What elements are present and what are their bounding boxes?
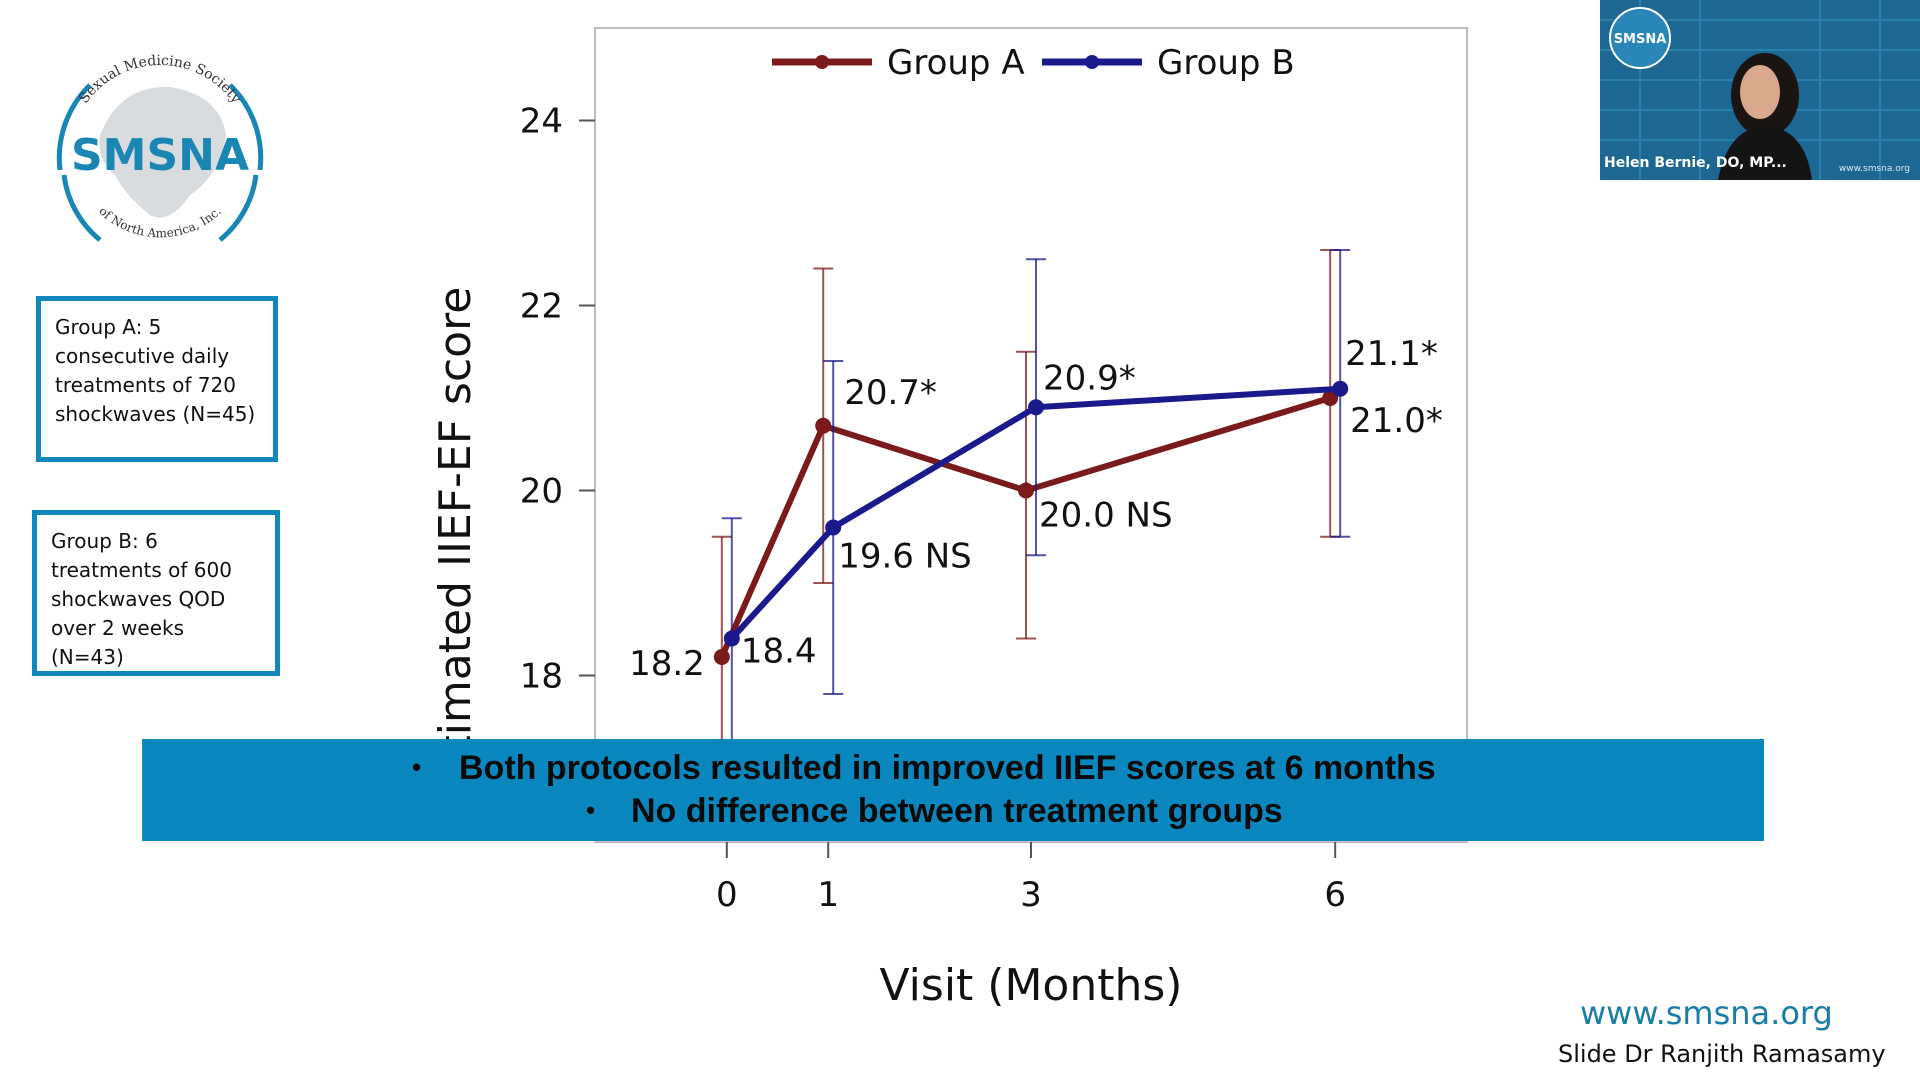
person-face (1740, 65, 1780, 119)
y-axis-label: Estimated IIEF-EF score (430, 287, 481, 804)
group-b-line: treatments of 600 (51, 558, 232, 582)
plot-frame (594, 27, 1468, 843)
x-tick-label: 6 (1324, 875, 1346, 915)
legend-marker (1085, 55, 1099, 69)
legend-label: Group A (887, 43, 1025, 83)
series-line (719, 395, 1332, 659)
data-label: 21.1* (1345, 334, 1438, 374)
participant-name: Helen Bernie, DO, MP... (1604, 155, 1787, 171)
group-b-line: Group B: 6 (51, 529, 158, 553)
data-point (815, 417, 832, 434)
data-label: 20.7* (844, 373, 937, 413)
group-a-line: consecutive daily (55, 344, 230, 368)
data-point (825, 519, 842, 536)
smsna-logo: Sexual Medicine Society of North America… (56, 53, 264, 242)
group-b-line: shockwaves QOD (51, 587, 226, 611)
data-label: 18.2 (629, 644, 705, 684)
data-label: 21.0* (1350, 401, 1443, 441)
data-point (1018, 482, 1034, 499)
summary-banner: • Both protocols resulted in improved II… (142, 739, 1764, 841)
x-tick-label: 0 (716, 875, 738, 915)
y-tick-label: 20 (520, 472, 563, 512)
bullet-dot: • (412, 752, 422, 782)
tile-badge: SMSNA (1614, 32, 1667, 47)
group-a-note: Group A: 5 consecutive daily treatments … (36, 296, 278, 462)
legend-marker (815, 55, 829, 69)
legend-label: Group B (1157, 43, 1295, 83)
video-background: SMSNA (1600, 0, 1920, 180)
footer-url[interactable]: www.smsna.org (1580, 994, 1833, 1032)
x-tick-label: 1 (817, 875, 839, 915)
banner-line-2: No difference between treatment groups (631, 792, 1283, 830)
data-point (713, 649, 730, 665)
slide-credit: Slide Dr Ranjith Ramasamy (1558, 1040, 1886, 1068)
data-label: 20.9* (1043, 358, 1136, 398)
iief-line-chart: 18 20 22 24 0 1 3 6 Visit (Months) Estimated IIEF… (430, 27, 1468, 1011)
banner-line-1: Both protocols resulted in improved IIEF… (459, 749, 1436, 787)
data-point (1028, 399, 1044, 416)
logo-name: SMSNA (71, 130, 249, 181)
participant-video-tile[interactable]: SMSNA Helen Bernie, DO, MP... www.smsna.… (1600, 0, 1920, 180)
data-label: 19.6 NS (838, 537, 972, 577)
data-label: 18.4 (741, 632, 817, 672)
group-a-line: shockwaves (N=45) (55, 402, 256, 426)
banner-bullet-2: • No difference between treatment groups (142, 792, 1764, 835)
group-b-line: over 2 weeks (N=43) (51, 616, 185, 669)
y-tick-label: 24 (520, 102, 563, 142)
group-a-line: treatments of 720 (55, 373, 236, 397)
data-label: 20.0 NS (1039, 496, 1173, 536)
series-line (729, 385, 1341, 641)
tile-watermark: www.smsna.org (1838, 164, 1910, 174)
group-a-line: Group A: 5 (55, 315, 162, 339)
person-body (1718, 126, 1812, 180)
y-tick-label: 22 (520, 287, 563, 327)
group-b-note: Group B: 6 treatments of 600 shockwaves … (32, 510, 280, 676)
y-tick-label: 18 (520, 657, 563, 697)
banner-bullet-1: • Both protocols resulted in improved II… (142, 749, 1764, 792)
data-point (723, 630, 740, 647)
bullet-dot: • (586, 795, 596, 825)
x-axis-label: Visit (Months) (880, 960, 1183, 1011)
x-tick-label: 3 (1020, 875, 1042, 915)
map-silhouette (99, 86, 226, 218)
data-point (1332, 380, 1349, 397)
